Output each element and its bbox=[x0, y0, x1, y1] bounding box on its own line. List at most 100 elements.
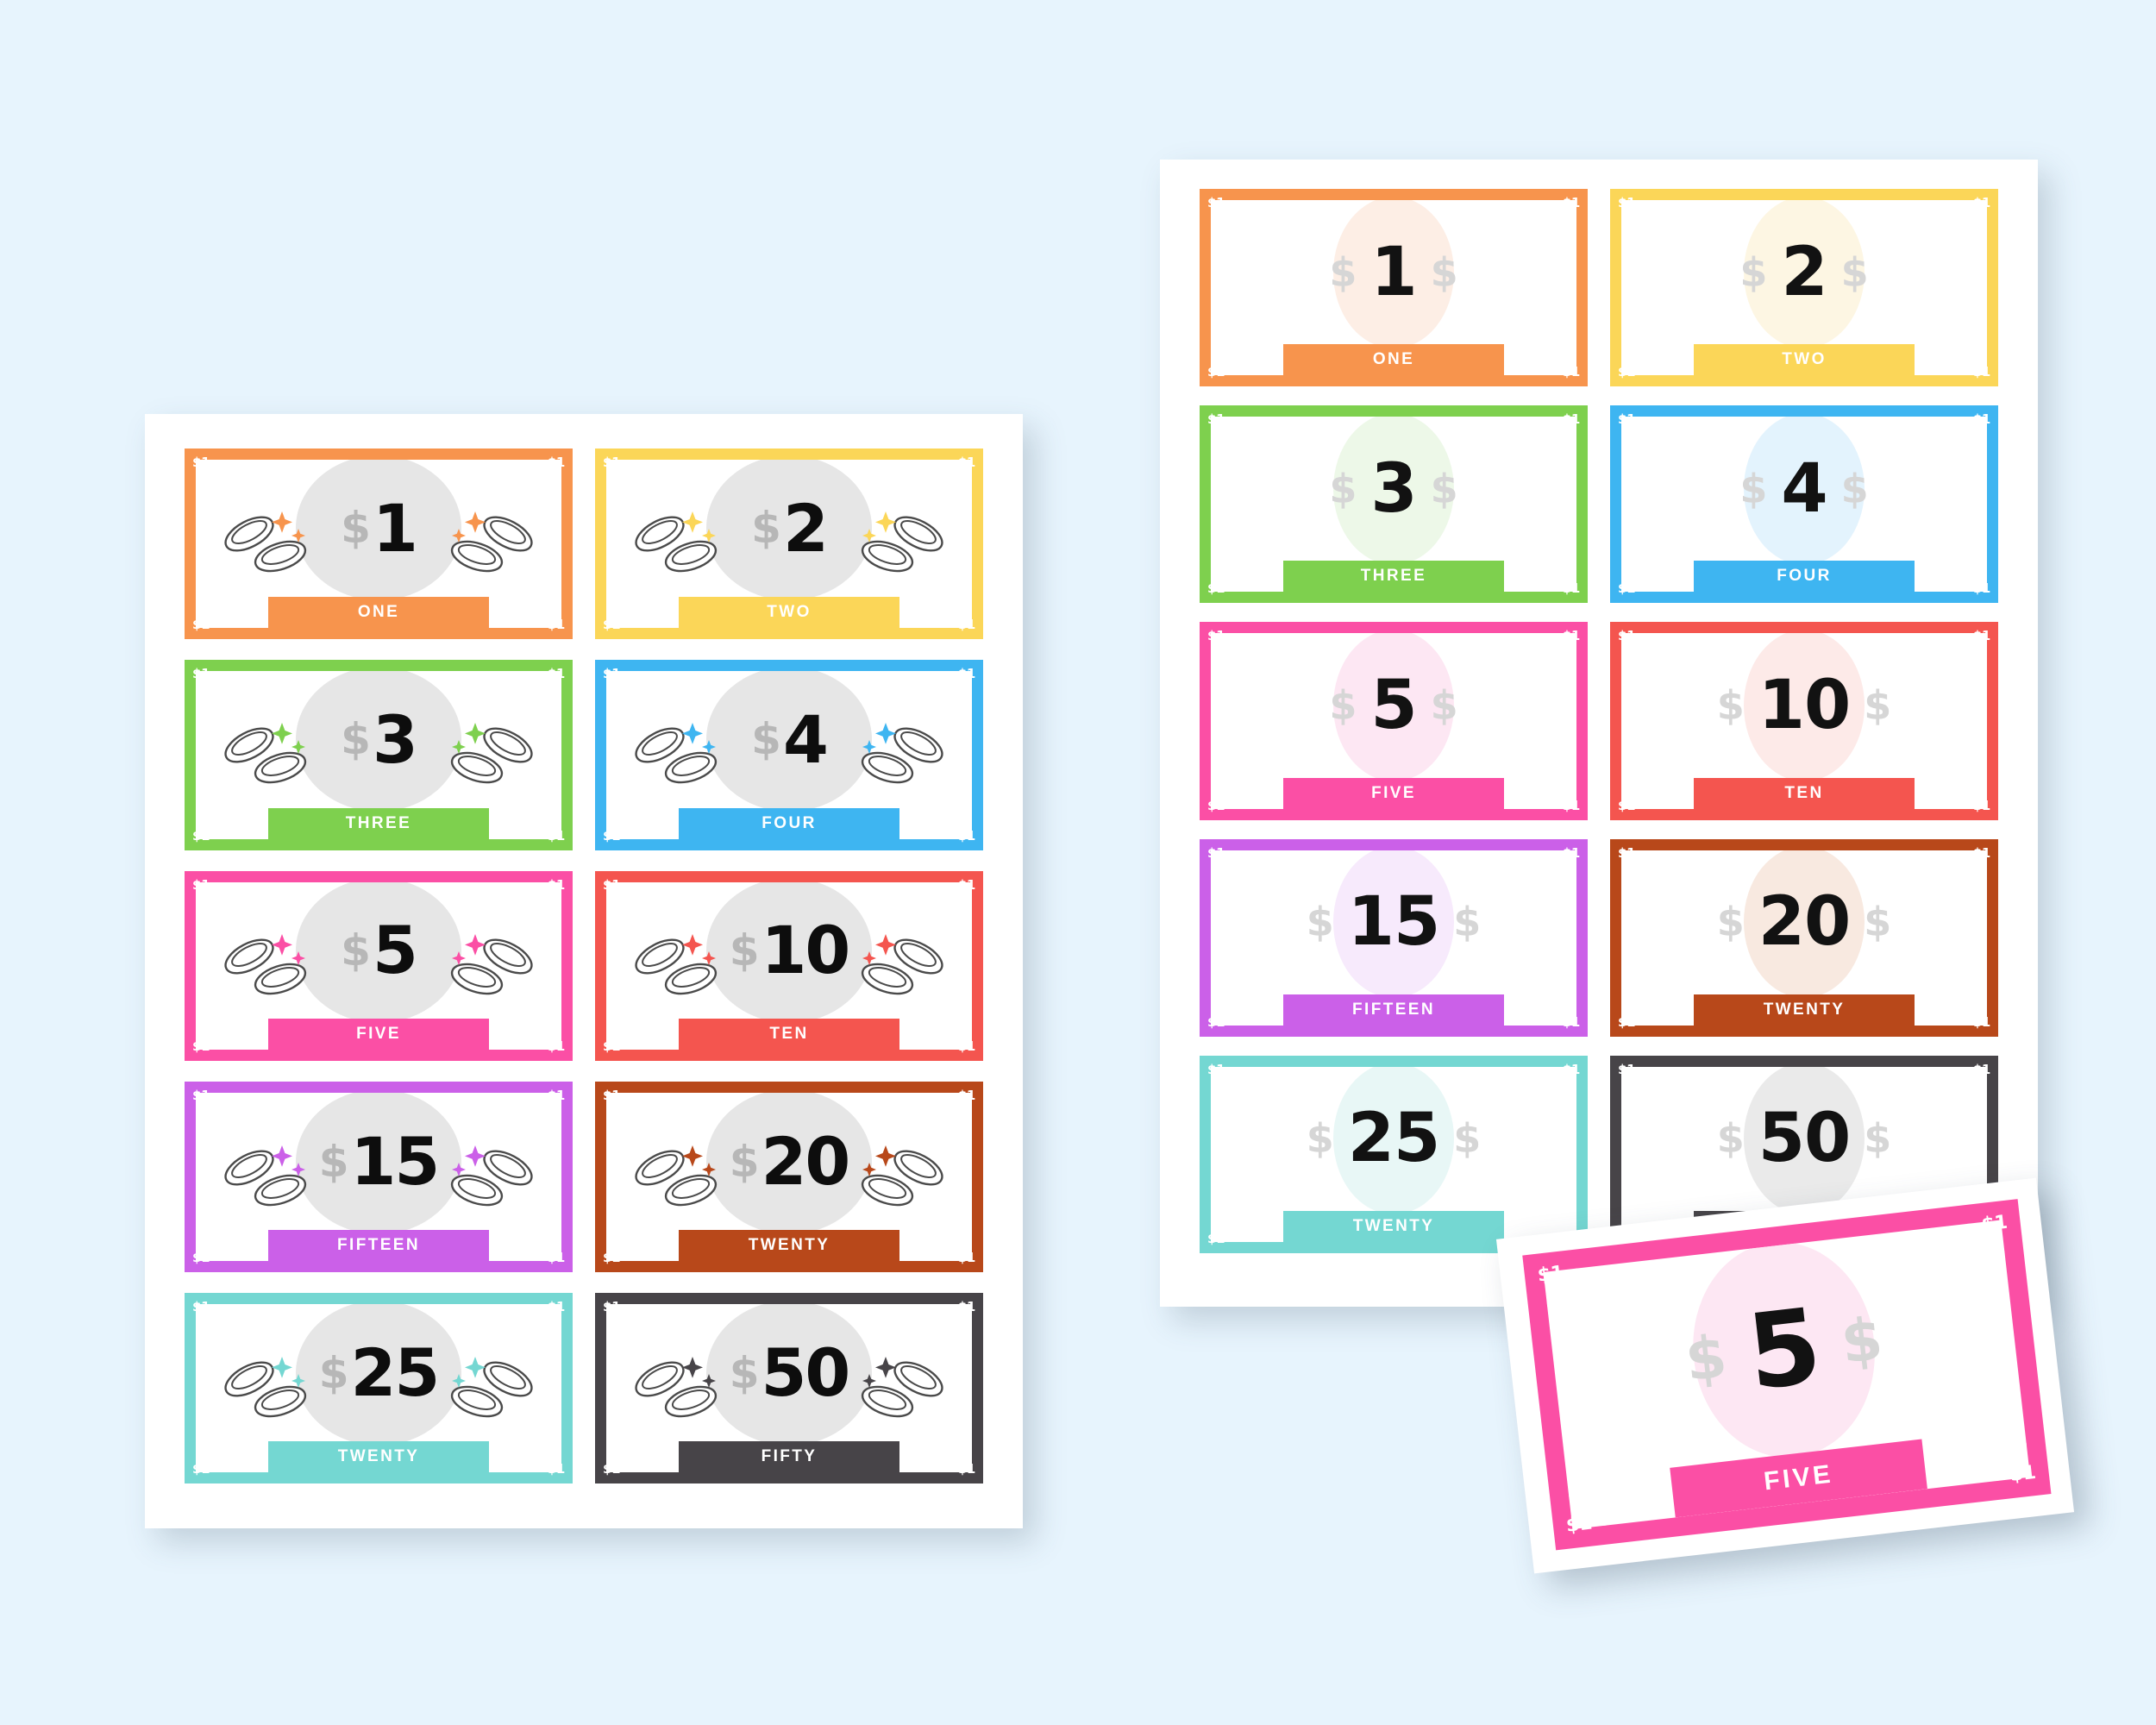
bill-twenty-20[interactable]: $20 TWENTY $1 $1 $1 $1 bbox=[595, 1082, 983, 1273]
bill-word-label: TEN bbox=[1784, 783, 1824, 802]
corner-value-label-br: $1 bbox=[957, 616, 976, 632]
corner-value-label-bl: $1 bbox=[1207, 364, 1225, 380]
currency-symbol: $ bbox=[341, 925, 371, 975]
currency-symbol-right: $ bbox=[1864, 681, 1892, 729]
bill-twenty-25[interactable]: $25$TWENTY$1$1$1$1 bbox=[1200, 1055, 1588, 1253]
denomination-number: 4 bbox=[1781, 449, 1827, 528]
denomination-disc bbox=[296, 460, 461, 601]
denomination-disc bbox=[1333, 200, 1454, 348]
denomination-value: $15 bbox=[319, 1123, 441, 1200]
bill-grid-right: $1 $ ONE $1 $1 $1 $1 $2 $ TWO $1 $1 $1 $1 $3 $ THREE $1 $1… bbox=[1160, 160, 2038, 1307]
bill-fifteen-15[interactable]: $15 $ FIFTEEN $1 $1 $1 $1 bbox=[1200, 838, 1588, 1037]
currency-symbol-right: $ bbox=[1840, 465, 1869, 512]
currency-symbol-left: $ bbox=[1329, 248, 1357, 296]
denomination-number: 3 bbox=[372, 700, 418, 778]
bill-two-2[interactable]: $2 $ TWO $1 $1 $1 $1 bbox=[1610, 189, 1998, 387]
denomination-number: 3 bbox=[1370, 449, 1417, 528]
bill-inner-face: $15 FIFTEEN bbox=[196, 1093, 561, 1262]
bill-four-4[interactable]: $4 $ FOUR $1 $1 $1 $1 bbox=[1610, 405, 1998, 604]
currency-symbol-right: $ bbox=[1840, 248, 1869, 296]
corner-value-label-tl: $1 bbox=[1618, 1061, 1636, 1077]
loose-bill-wrapper[interactable]: $5 $ FIVE $1 $1 $1 $1 bbox=[1495, 1177, 2075, 1574]
bill-word-band: FIVE bbox=[1283, 777, 1504, 809]
bill-inner-face: $20 TWENTY bbox=[606, 1093, 972, 1262]
bill-fifteen-15[interactable]: $15 FIFTEEN $1 $1 $1 $1 bbox=[185, 1082, 573, 1273]
bill-two-2[interactable]: $2 TWO $1 $1 $1 $1 bbox=[595, 448, 983, 639]
loose-bill-five[interactable]: $5 $ FIVE $1 $1 $1 $1 bbox=[1522, 1199, 2052, 1551]
currency-symbol-left: $ bbox=[1716, 681, 1745, 729]
denomination-value: 5 bbox=[1370, 667, 1417, 744]
denomination-disc bbox=[1332, 1066, 1454, 1215]
bill-word-label: FOUR bbox=[761, 813, 817, 832]
currency-symbol-right: $ bbox=[1864, 899, 1892, 946]
bill-inner-face: $4 FOUR bbox=[606, 670, 972, 839]
corner-value-label-bl: $1 bbox=[1207, 1230, 1225, 1246]
denomination-value: 3 bbox=[1370, 449, 1417, 528]
bill-word-band: TWENTY bbox=[679, 1230, 899, 1262]
corner-value-label-br: $1 bbox=[1562, 364, 1581, 380]
currency-symbol-right: $ bbox=[1453, 1115, 1482, 1163]
bill-inner-face: $10 TEN bbox=[606, 881, 972, 1051]
bill-denomination-area: $1 $ bbox=[1211, 200, 1576, 348]
bill-ten-10[interactable]: $10 TEN $1 $1 $1 $1 bbox=[595, 870, 983, 1062]
bill-inner-face: $2 $ TWO bbox=[1621, 200, 1987, 376]
bill-word-band: FIFTEEN bbox=[268, 1230, 489, 1262]
corner-value-label-tr: $1 bbox=[1980, 1211, 2009, 1237]
loose-bill-card[interactable]: $5 $ FIVE $1 $1 $1 $1 bbox=[1495, 1177, 2075, 1574]
corner-value-label-bl: $1 bbox=[192, 1250, 210, 1266]
bill-denomination-area: $5 bbox=[196, 881, 561, 1023]
denomination-number: 10 bbox=[761, 912, 851, 989]
coins-icon bbox=[846, 506, 950, 580]
currency-symbol-right: $ bbox=[1430, 465, 1458, 512]
bill-word-label: FIVE bbox=[1762, 1459, 1835, 1496]
denomination-value: $5 bbox=[341, 912, 418, 988]
coins-icon bbox=[629, 929, 732, 1003]
currency-symbol-right: $ bbox=[1430, 248, 1458, 296]
bill-five-5[interactable]: $5 $ FIVE $1 $1 $1 $1 bbox=[1200, 622, 1588, 820]
printable-money-sheet-with-coins[interactable]: $1 ONE $1 $1 $1 $1 $2 TWO $1 $1 $1 $1 $3 THREE $1 $1 $1 $… bbox=[145, 414, 1023, 1528]
corner-value-label-tr: $1 bbox=[547, 876, 566, 893]
denomination-number: 5 bbox=[1741, 1286, 1827, 1414]
bill-one-1[interactable]: $1 $ ONE $1 $1 $1 $1 bbox=[1200, 189, 1588, 387]
bill-three-3[interactable]: $3 THREE $1 $1 $1 $1 bbox=[185, 659, 573, 850]
bill-twenty-25[interactable]: $25 TWENTY $1 $1 $1 $1 bbox=[185, 1293, 573, 1484]
denomination-disc bbox=[1332, 850, 1454, 999]
corner-value-label-br: $1 bbox=[547, 616, 566, 632]
bill-three-3[interactable]: $3 $ THREE $1 $1 $1 $1 bbox=[1200, 405, 1588, 604]
denomination-disc bbox=[1333, 633, 1454, 781]
currency-symbol: $ bbox=[729, 1136, 760, 1187]
corner-value-label-tr: $1 bbox=[1972, 1061, 1991, 1077]
bill-word-band: TWO bbox=[1694, 344, 1915, 376]
bill-word-band: TWENTY bbox=[268, 1441, 489, 1472]
bill-four-4[interactable]: $4 FOUR $1 $1 $1 $1 bbox=[595, 659, 983, 850]
bill-word-label: ONE bbox=[1372, 350, 1415, 369]
coins-icon bbox=[629, 1352, 732, 1426]
bill-ten-10[interactable]: $10 $ TEN $1 $1 $1 $1 bbox=[1610, 622, 1998, 820]
bill-one-1[interactable]: $1 ONE $1 $1 $1 $1 bbox=[185, 448, 573, 639]
corner-value-label-br: $1 bbox=[547, 1461, 566, 1477]
bill-inner-face: $2 TWO bbox=[606, 460, 972, 628]
denomination-number: 25 bbox=[350, 1334, 441, 1412]
denomination-disc bbox=[706, 460, 872, 601]
bill-five-5[interactable]: $5 FIVE $1 $1 $1 $1 bbox=[185, 870, 573, 1062]
corner-value-label-tl: $1 bbox=[192, 665, 210, 681]
bill-twenty-20[interactable]: $20 $ TWENTY $1 $1 $1 $1 bbox=[1610, 838, 1998, 1037]
printable-money-sheet-plain[interactable]: $1 $ ONE $1 $1 $1 $1 $2 $ TWO $1 $1 $1 $1 $3 $ THREE $1 $1… bbox=[1160, 160, 2038, 1307]
coins-icon bbox=[218, 506, 322, 580]
bill-denomination-area: $25 bbox=[196, 1304, 561, 1446]
denomination-value: $10 bbox=[730, 912, 851, 989]
corner-value-label-br: $1 bbox=[957, 1250, 976, 1266]
denomination-disc bbox=[296, 1304, 461, 1446]
bill-word-band: THREE bbox=[268, 807, 489, 839]
corner-value-label-tr: $1 bbox=[1562, 195, 1581, 210]
corner-value-label-br: $1 bbox=[957, 1038, 976, 1055]
coins-icon bbox=[436, 506, 539, 580]
denomination-number: 50 bbox=[1758, 1100, 1852, 1178]
corner-value-label-tr: $1 bbox=[1562, 1061, 1581, 1077]
corner-value-label-br: $1 bbox=[1972, 580, 1991, 597]
bill-fifty-50[interactable]: $50 FIFTY $1 $1 $1 $1 bbox=[595, 1293, 983, 1484]
coins-icon bbox=[846, 1140, 950, 1214]
bill-denomination-area: $50 $ bbox=[1621, 1066, 1987, 1215]
denomination-disc bbox=[296, 670, 461, 812]
coins-icon bbox=[436, 1352, 539, 1426]
